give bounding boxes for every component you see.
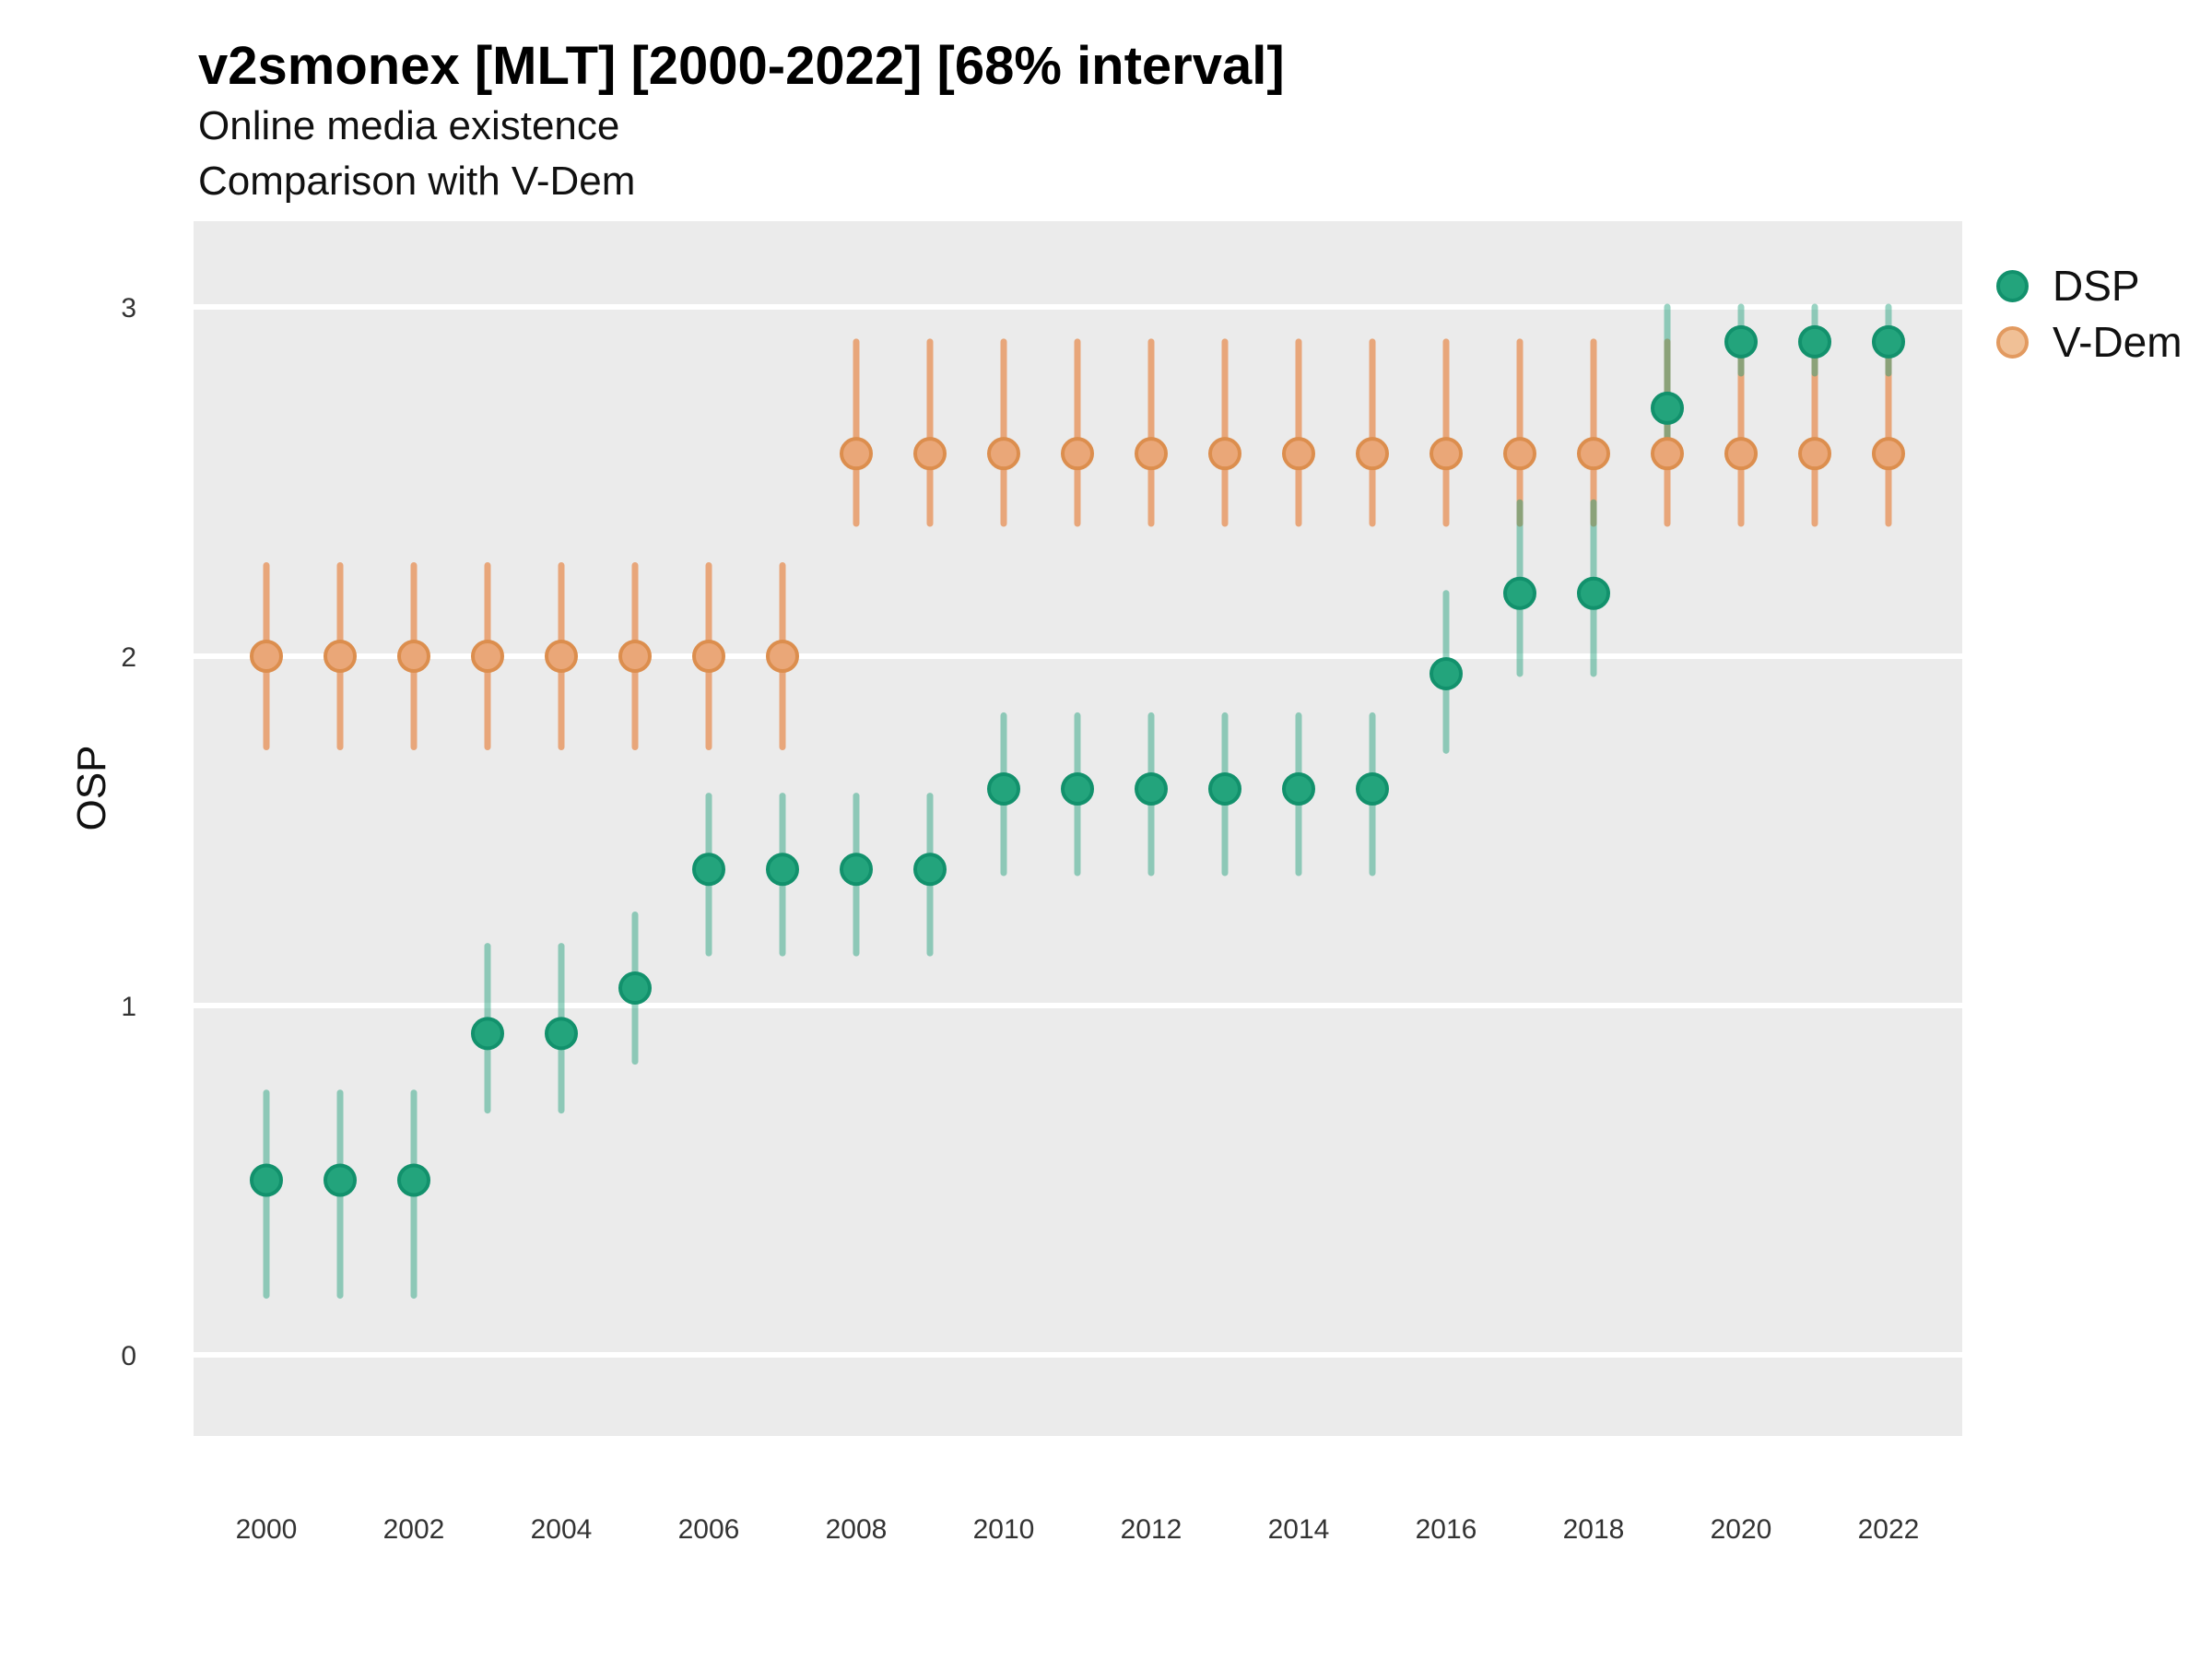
point-dsp-2021 xyxy=(1798,324,1831,359)
x-tick-label-2012: 2012 xyxy=(1121,1514,1182,1545)
point-vdem-2008 xyxy=(840,437,873,471)
point-dsp-2011 xyxy=(1061,772,1094,806)
point-dsp-2022 xyxy=(1872,324,1905,359)
point-dsp-2013 xyxy=(1208,772,1241,806)
point-vdem-2002 xyxy=(397,640,430,673)
chart-subtitle: Online media existence xyxy=(198,103,620,148)
point-dsp-2010 xyxy=(987,772,1020,806)
point-vdem-2019 xyxy=(1651,437,1684,471)
x-tick-label-2006: 2006 xyxy=(678,1514,740,1545)
legend-item-dsp: DSP xyxy=(1996,261,2140,311)
point-dsp-2018 xyxy=(1577,576,1610,610)
point-vdem-2007 xyxy=(766,640,799,673)
y-tick-label-2: 2 xyxy=(121,642,136,673)
point-vdem-2022 xyxy=(1872,437,1905,471)
point-dsp-2007 xyxy=(766,853,799,887)
point-vdem-2001 xyxy=(324,640,357,673)
x-tick-label-2008: 2008 xyxy=(826,1514,888,1545)
point-dsp-2002 xyxy=(397,1163,430,1197)
x-tick-label-2014: 2014 xyxy=(1268,1514,1330,1545)
point-dsp-2017 xyxy=(1503,576,1536,610)
point-vdem-2017 xyxy=(1503,437,1536,471)
point-dsp-2003 xyxy=(471,1017,504,1051)
point-vdem-2010 xyxy=(987,437,1020,471)
point-dsp-2005 xyxy=(618,971,652,1006)
point-vdem-2004 xyxy=(545,640,578,673)
point-vdem-2020 xyxy=(1724,437,1758,471)
point-dsp-2009 xyxy=(913,853,947,887)
x-tick-label-2020: 2020 xyxy=(1711,1514,1772,1545)
point-vdem-2018 xyxy=(1577,437,1610,471)
point-dsp-2014 xyxy=(1282,772,1315,806)
legend-label-vdem: V-Dem xyxy=(2053,318,2183,366)
point-vdem-2011 xyxy=(1061,437,1094,471)
x-tick-label-2000: 2000 xyxy=(236,1514,298,1545)
point-vdem-2003 xyxy=(471,640,504,673)
x-tick-label-2016: 2016 xyxy=(1416,1514,1477,1545)
x-tick-label-2002: 2002 xyxy=(383,1514,445,1545)
point-dsp-2015 xyxy=(1356,772,1389,806)
point-dsp-2016 xyxy=(1430,656,1463,690)
point-dsp-2019 xyxy=(1651,391,1684,425)
dsp-legend-dot-icon xyxy=(1996,269,2029,302)
point-vdem-2014 xyxy=(1282,437,1315,471)
point-dsp-2004 xyxy=(545,1017,578,1051)
y-tick-label-3: 3 xyxy=(121,293,136,324)
point-vdem-2006 xyxy=(692,640,725,673)
point-dsp-2008 xyxy=(840,853,873,887)
point-vdem-2016 xyxy=(1430,437,1463,471)
legend-item-vdem: V-Dem xyxy=(1996,317,2183,367)
point-dsp-2001 xyxy=(324,1163,357,1197)
x-tick-label-2022: 2022 xyxy=(1858,1514,1920,1545)
point-dsp-2020 xyxy=(1724,324,1758,359)
chart-subtitle-comparison: Comparison with V-Dem xyxy=(198,159,636,204)
x-tick-label-2018: 2018 xyxy=(1563,1514,1625,1545)
point-vdem-2012 xyxy=(1135,437,1168,471)
page-title: v2smonex [MLT] [2000-2022] [68% interval… xyxy=(198,36,1285,96)
vdem-legend-dot-icon xyxy=(1996,325,2029,359)
point-dsp-2000 xyxy=(250,1163,283,1197)
point-vdem-2021 xyxy=(1798,437,1831,471)
point-vdem-2013 xyxy=(1208,437,1241,471)
point-vdem-2005 xyxy=(618,640,652,673)
legend-label-dsp: DSP xyxy=(2053,262,2140,310)
point-vdem-2015 xyxy=(1356,437,1389,471)
point-vdem-2000 xyxy=(250,640,283,673)
point-vdem-2009 xyxy=(913,437,947,471)
y-tick-label-1: 1 xyxy=(121,992,136,1022)
x-tick-label-2004: 2004 xyxy=(531,1514,593,1545)
y-tick-label-0: 0 xyxy=(121,1341,136,1371)
point-dsp-2006 xyxy=(692,853,725,887)
point-dsp-2012 xyxy=(1135,772,1168,806)
x-tick-label-2010: 2010 xyxy=(973,1514,1035,1545)
